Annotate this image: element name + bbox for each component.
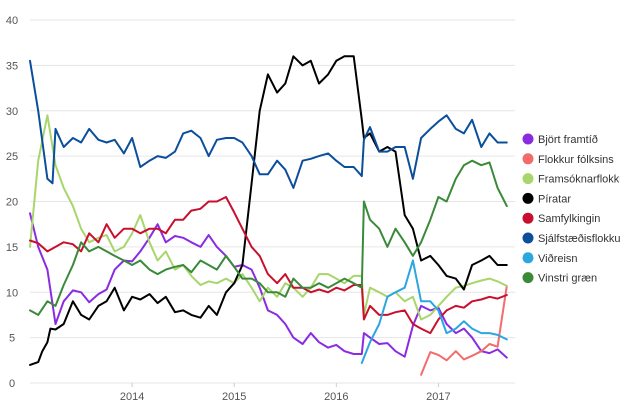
legend-marker-3[interactable] bbox=[522, 192, 534, 204]
series-line-1 bbox=[420, 284, 508, 376]
x-tick-label: 2014 bbox=[120, 391, 144, 403]
y-tick-label: 0 bbox=[9, 378, 15, 390]
legend-marker-0[interactable] bbox=[522, 133, 534, 145]
legend-marker-6[interactable] bbox=[522, 252, 534, 264]
legend-marker-1[interactable] bbox=[522, 153, 534, 165]
series-line-5 bbox=[29, 59, 508, 189]
legend-label-2[interactable]: Framsóknarflokkur bbox=[538, 174, 620, 186]
legend-label-7[interactable]: Vinstri græn bbox=[538, 273, 597, 285]
legend: Björt framtíð Flokkur fólksins Framsóknarf… bbox=[522, 133, 620, 285]
legend-marker-7[interactable] bbox=[522, 272, 534, 284]
legend-marker-2[interactable] bbox=[522, 173, 534, 185]
legend-label-1[interactable]: Flokkur fólksins bbox=[538, 154, 614, 166]
legend-label-6[interactable]: Viðreisn bbox=[538, 253, 578, 265]
series-line-6 bbox=[360, 259, 508, 364]
y-tick-label: 40 bbox=[6, 15, 18, 27]
series-line-0 bbox=[29, 212, 508, 359]
x-tick-label: 2016 bbox=[324, 391, 348, 403]
y-tick-label: 30 bbox=[6, 106, 18, 118]
x-tick-label: 2017 bbox=[426, 391, 450, 403]
series-line-7 bbox=[29, 159, 508, 316]
series-lines bbox=[29, 55, 508, 376]
grid bbox=[30, 19, 515, 384]
y-tick-label: 10 bbox=[6, 287, 18, 299]
series-line-4 bbox=[29, 196, 508, 335]
x-axis: 2014 2015 2016 2017 bbox=[120, 383, 451, 403]
series-line-3 bbox=[29, 55, 508, 366]
legend-label-4[interactable]: Samfylkingin bbox=[538, 213, 600, 225]
series-line-2 bbox=[29, 114, 508, 321]
legend-marker-5[interactable] bbox=[522, 232, 534, 244]
legend-label-0[interactable]: Björt framtíð bbox=[538, 134, 598, 146]
y-tick-label: 15 bbox=[6, 242, 18, 254]
y-tick-label: 35 bbox=[6, 60, 18, 72]
y-tick-label: 5 bbox=[9, 333, 15, 345]
x-tick-label: 2015 bbox=[222, 391, 246, 403]
legend-marker-4[interactable] bbox=[522, 212, 534, 224]
y-axis: 0 5 10 15 20 25 30 35 40 bbox=[6, 15, 18, 390]
y-tick-label: 20 bbox=[6, 197, 18, 209]
legend-label-5[interactable]: Sjálfstæðisflokkur bbox=[538, 233, 620, 245]
y-tick-label: 25 bbox=[6, 151, 18, 163]
legend-label-3[interactable]: Píratar bbox=[538, 193, 571, 205]
